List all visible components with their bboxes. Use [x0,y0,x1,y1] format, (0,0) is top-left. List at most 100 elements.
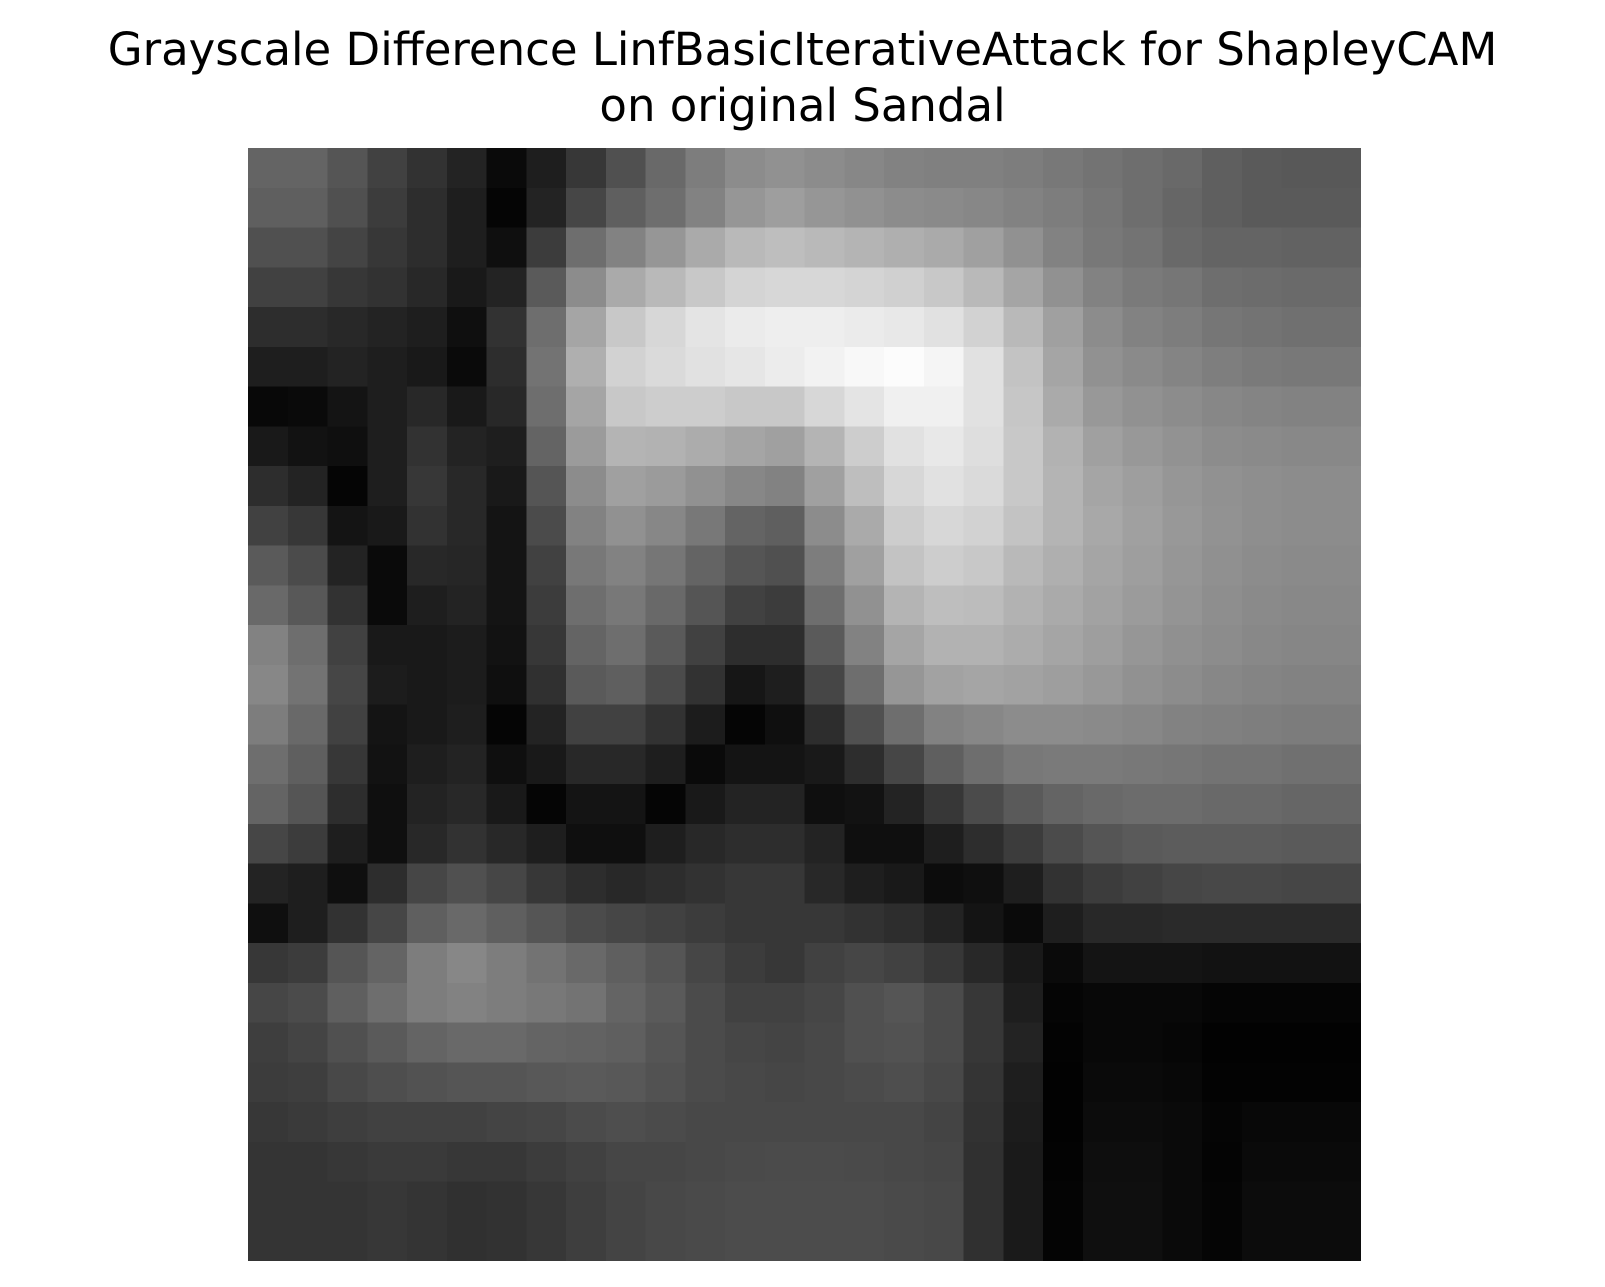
heatmap-cell [605,1102,647,1143]
heatmap-cell [645,943,686,984]
heatmap-cell [764,227,806,268]
heatmap-cell [1003,267,1044,308]
heatmap-cell [407,585,448,626]
heatmap-cell [923,505,965,547]
heatmap-cell [605,1022,647,1063]
heatmap-cell [963,1022,1004,1063]
heatmap-cell [1043,545,1084,586]
heatmap-cell [1202,386,1243,427]
heatmap-cell [1241,187,1283,229]
heatmap-cell [1241,1141,1283,1183]
heatmap-cell [526,267,567,308]
heatmap-cell [1281,426,1322,467]
heatmap-cell [486,545,527,586]
heatmap-cell [844,704,885,745]
heatmap-cell [1321,585,1361,626]
heatmap-cell [1241,982,1283,1024]
heatmap-cell [1162,704,1203,745]
heatmap-cell [844,545,885,586]
heatmap-cell [923,307,965,348]
heatmap-cell [327,267,368,308]
heatmap-cell [446,187,488,229]
heatmap-cell [407,982,448,1024]
heatmap-cell [645,545,686,586]
heatmap-cell [1082,1022,1124,1063]
heatmap-cell [1122,545,1163,586]
heatmap-cell [1202,466,1243,507]
heatmap-cell [605,1181,647,1222]
heatmap-cell [1241,585,1283,626]
heatmap-cell [884,585,925,626]
heatmap-cell [526,982,567,1024]
heatmap-cell [1122,704,1163,745]
heatmap-cell [446,744,488,785]
heatmap-cell [923,1181,965,1222]
heatmap-cell [287,982,329,1024]
heatmap-cell [725,148,766,189]
heatmap-cell [685,346,726,388]
heatmap-cell [804,943,845,984]
heatmap-cell [287,1221,329,1261]
heatmap-cell [685,1221,726,1261]
heatmap-cell [1241,704,1283,745]
heatmap-cell [526,187,567,229]
heatmap-cell [566,982,607,1024]
heatmap-cell [248,187,289,229]
heatmap-cell [1003,386,1044,427]
heatmap-cell [486,426,527,467]
heatmap-cell [605,187,647,229]
heatmap-cell [645,505,686,547]
heatmap-cell [605,426,647,467]
heatmap-cell [526,1181,567,1222]
heatmap-cell [605,1141,647,1183]
heatmap-cell [804,863,845,904]
heatmap-cell [884,346,925,388]
heatmap-cell [923,545,965,586]
heatmap-cell [725,307,766,348]
heatmap-cell [1321,982,1361,1024]
heatmap-cell [884,744,925,785]
heatmap-cell [725,1022,766,1063]
heatmap-cell [407,943,448,984]
heatmap-cell [367,545,408,586]
heatmap-cell [645,823,686,865]
heatmap-cell [1043,1181,1084,1222]
heatmap-cell [1043,625,1084,666]
heatmap-cell [605,704,647,745]
heatmap-cell [685,267,726,308]
heatmap-cell [764,823,806,865]
heatmap-cell [1321,505,1361,547]
heatmap-cell [1281,148,1322,189]
heatmap-cell [367,1221,408,1261]
heatmap-cell [327,426,368,467]
heatmap-cell [884,267,925,308]
heatmap-cell [844,823,885,865]
heatmap-cell [804,784,845,825]
heatmap-cell [1321,903,1361,944]
heatmap-cell [367,227,408,268]
heatmap-cell [248,386,289,427]
heatmap-cell [1162,823,1203,865]
heatmap-cell [884,1181,925,1222]
heatmap-cell [923,585,965,626]
heatmap-cell [645,704,686,745]
heatmap-cell [526,704,567,745]
heatmap-cell [327,307,368,348]
heatmap-cell [685,386,726,427]
heatmap-cell [1122,1022,1163,1063]
heatmap-cell [327,1062,368,1103]
heatmap-cell [804,307,845,348]
heatmap-cell [844,227,885,268]
heatmap-cell [645,148,686,189]
heatmap-cell [526,148,567,189]
heatmap-cell [1202,346,1243,388]
heatmap-cell [725,227,766,268]
heatmap-cell [287,505,329,547]
heatmap-cell [526,545,567,586]
heatmap-cell [844,1221,885,1261]
heatmap-cell [1241,1102,1283,1143]
heatmap-cell [685,505,726,547]
heatmap-cell [923,1102,965,1143]
heatmap-cell [725,823,766,865]
heatmap-cell [486,1102,527,1143]
